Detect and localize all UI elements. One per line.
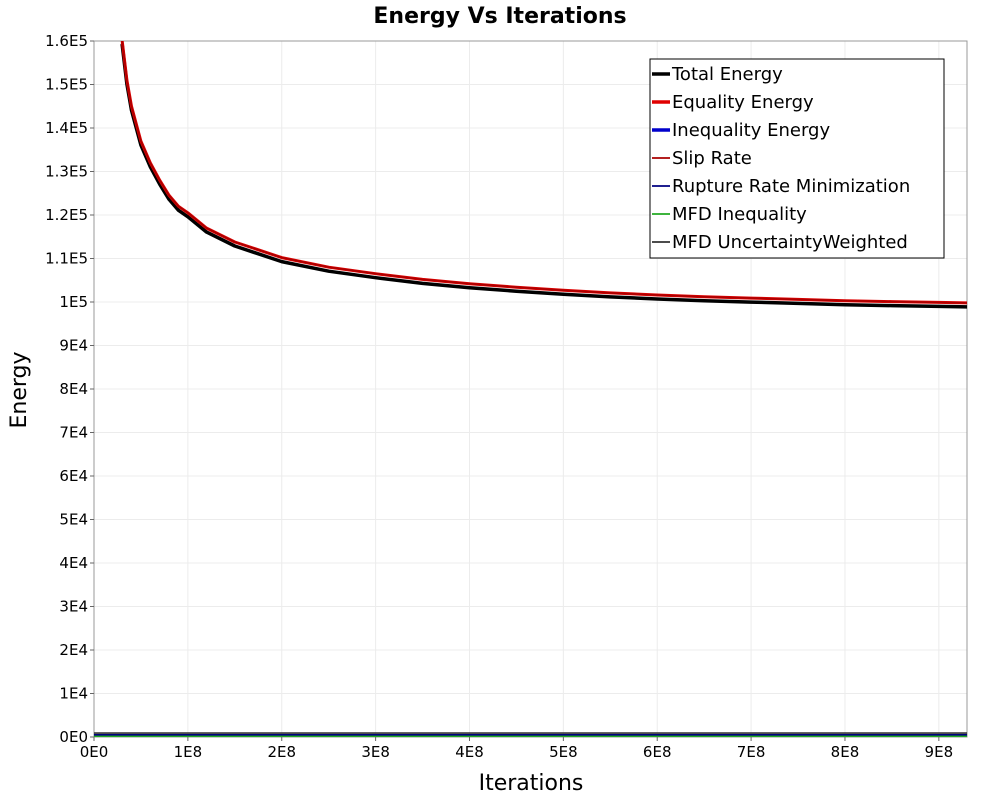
- y-tick-label: 8E4: [59, 380, 88, 398]
- x-tick-label: 0E0: [80, 743, 109, 761]
- y-tick-label: 6E4: [59, 467, 88, 485]
- x-tick-label: 5E8: [549, 743, 578, 761]
- y-axis: 0E0 1E4 2E4 3E4 4E4 5E4 6E4 7E4 8E4 9E4 1E5 1.1E5 1.…: [45, 32, 94, 746]
- series-layer: [94, 41, 967, 737]
- legend-entry: Slip Rate: [672, 148, 752, 169]
- legend-box: [649, 58, 945, 259]
- y-axis-label: Energy: [7, 351, 32, 428]
- series-line-slip-rate: [121, 41, 967, 304]
- legend-entry: Inequality Energy: [672, 120, 830, 141]
- y-tick-label: 1.2E5: [45, 206, 88, 224]
- x-tick-label: 7E8: [737, 743, 766, 761]
- series-line-total-energy: [120, 43, 967, 309]
- y-tick-label: 3E4: [59, 598, 88, 616]
- x-tick-label: 9E8: [925, 743, 954, 761]
- legend-entry: Rupture Rate Minimization: [672, 176, 910, 197]
- x-tick-label: 4E8: [455, 743, 484, 761]
- x-axis: 0E0 1E8 2E8 3E8 4E8 5E8 6E8 7E8 8E8 9E8: [80, 737, 953, 761]
- legend-entry: MFD Inequality: [672, 204, 807, 225]
- legend: Total Energy Equality Energy Inequality En…: [649, 58, 945, 259]
- x-tick-label: 6E8: [643, 743, 672, 761]
- y-tick-label: 1E4: [59, 685, 88, 703]
- y-tick-label: 0E0: [59, 728, 88, 746]
- y-tick-label: 9E4: [59, 337, 88, 355]
- y-tick-label: 4E4: [59, 554, 88, 572]
- y-tick-label: 1.4E5: [45, 119, 88, 137]
- y-tick-label: 1.6E5: [45, 32, 88, 50]
- x-tick-label: 3E8: [361, 743, 390, 761]
- y-tick-label: 5E4: [59, 511, 88, 529]
- chart-title: Energy Vs Iterations: [373, 4, 626, 29]
- y-tick-label: 2E4: [59, 641, 88, 659]
- x-tick-label: 2E8: [267, 743, 296, 761]
- legend-entry: Equality Energy: [672, 92, 814, 113]
- y-tick-label: 1.1E5: [45, 250, 88, 268]
- x-tick-label: 1E8: [174, 743, 203, 761]
- x-axis-label: Iterations: [479, 771, 584, 796]
- x-tick-label: 8E8: [831, 743, 860, 761]
- y-tick-label: 1.3E5: [45, 163, 88, 181]
- legend-entry: Total Energy: [671, 64, 783, 85]
- y-tick-label: 1E5: [59, 293, 88, 311]
- legend-entry: MFD UncertaintyWeighted: [672, 232, 908, 253]
- y-tick-label: 7E4: [59, 424, 88, 442]
- y-tick-label: 1.5E5: [45, 76, 88, 94]
